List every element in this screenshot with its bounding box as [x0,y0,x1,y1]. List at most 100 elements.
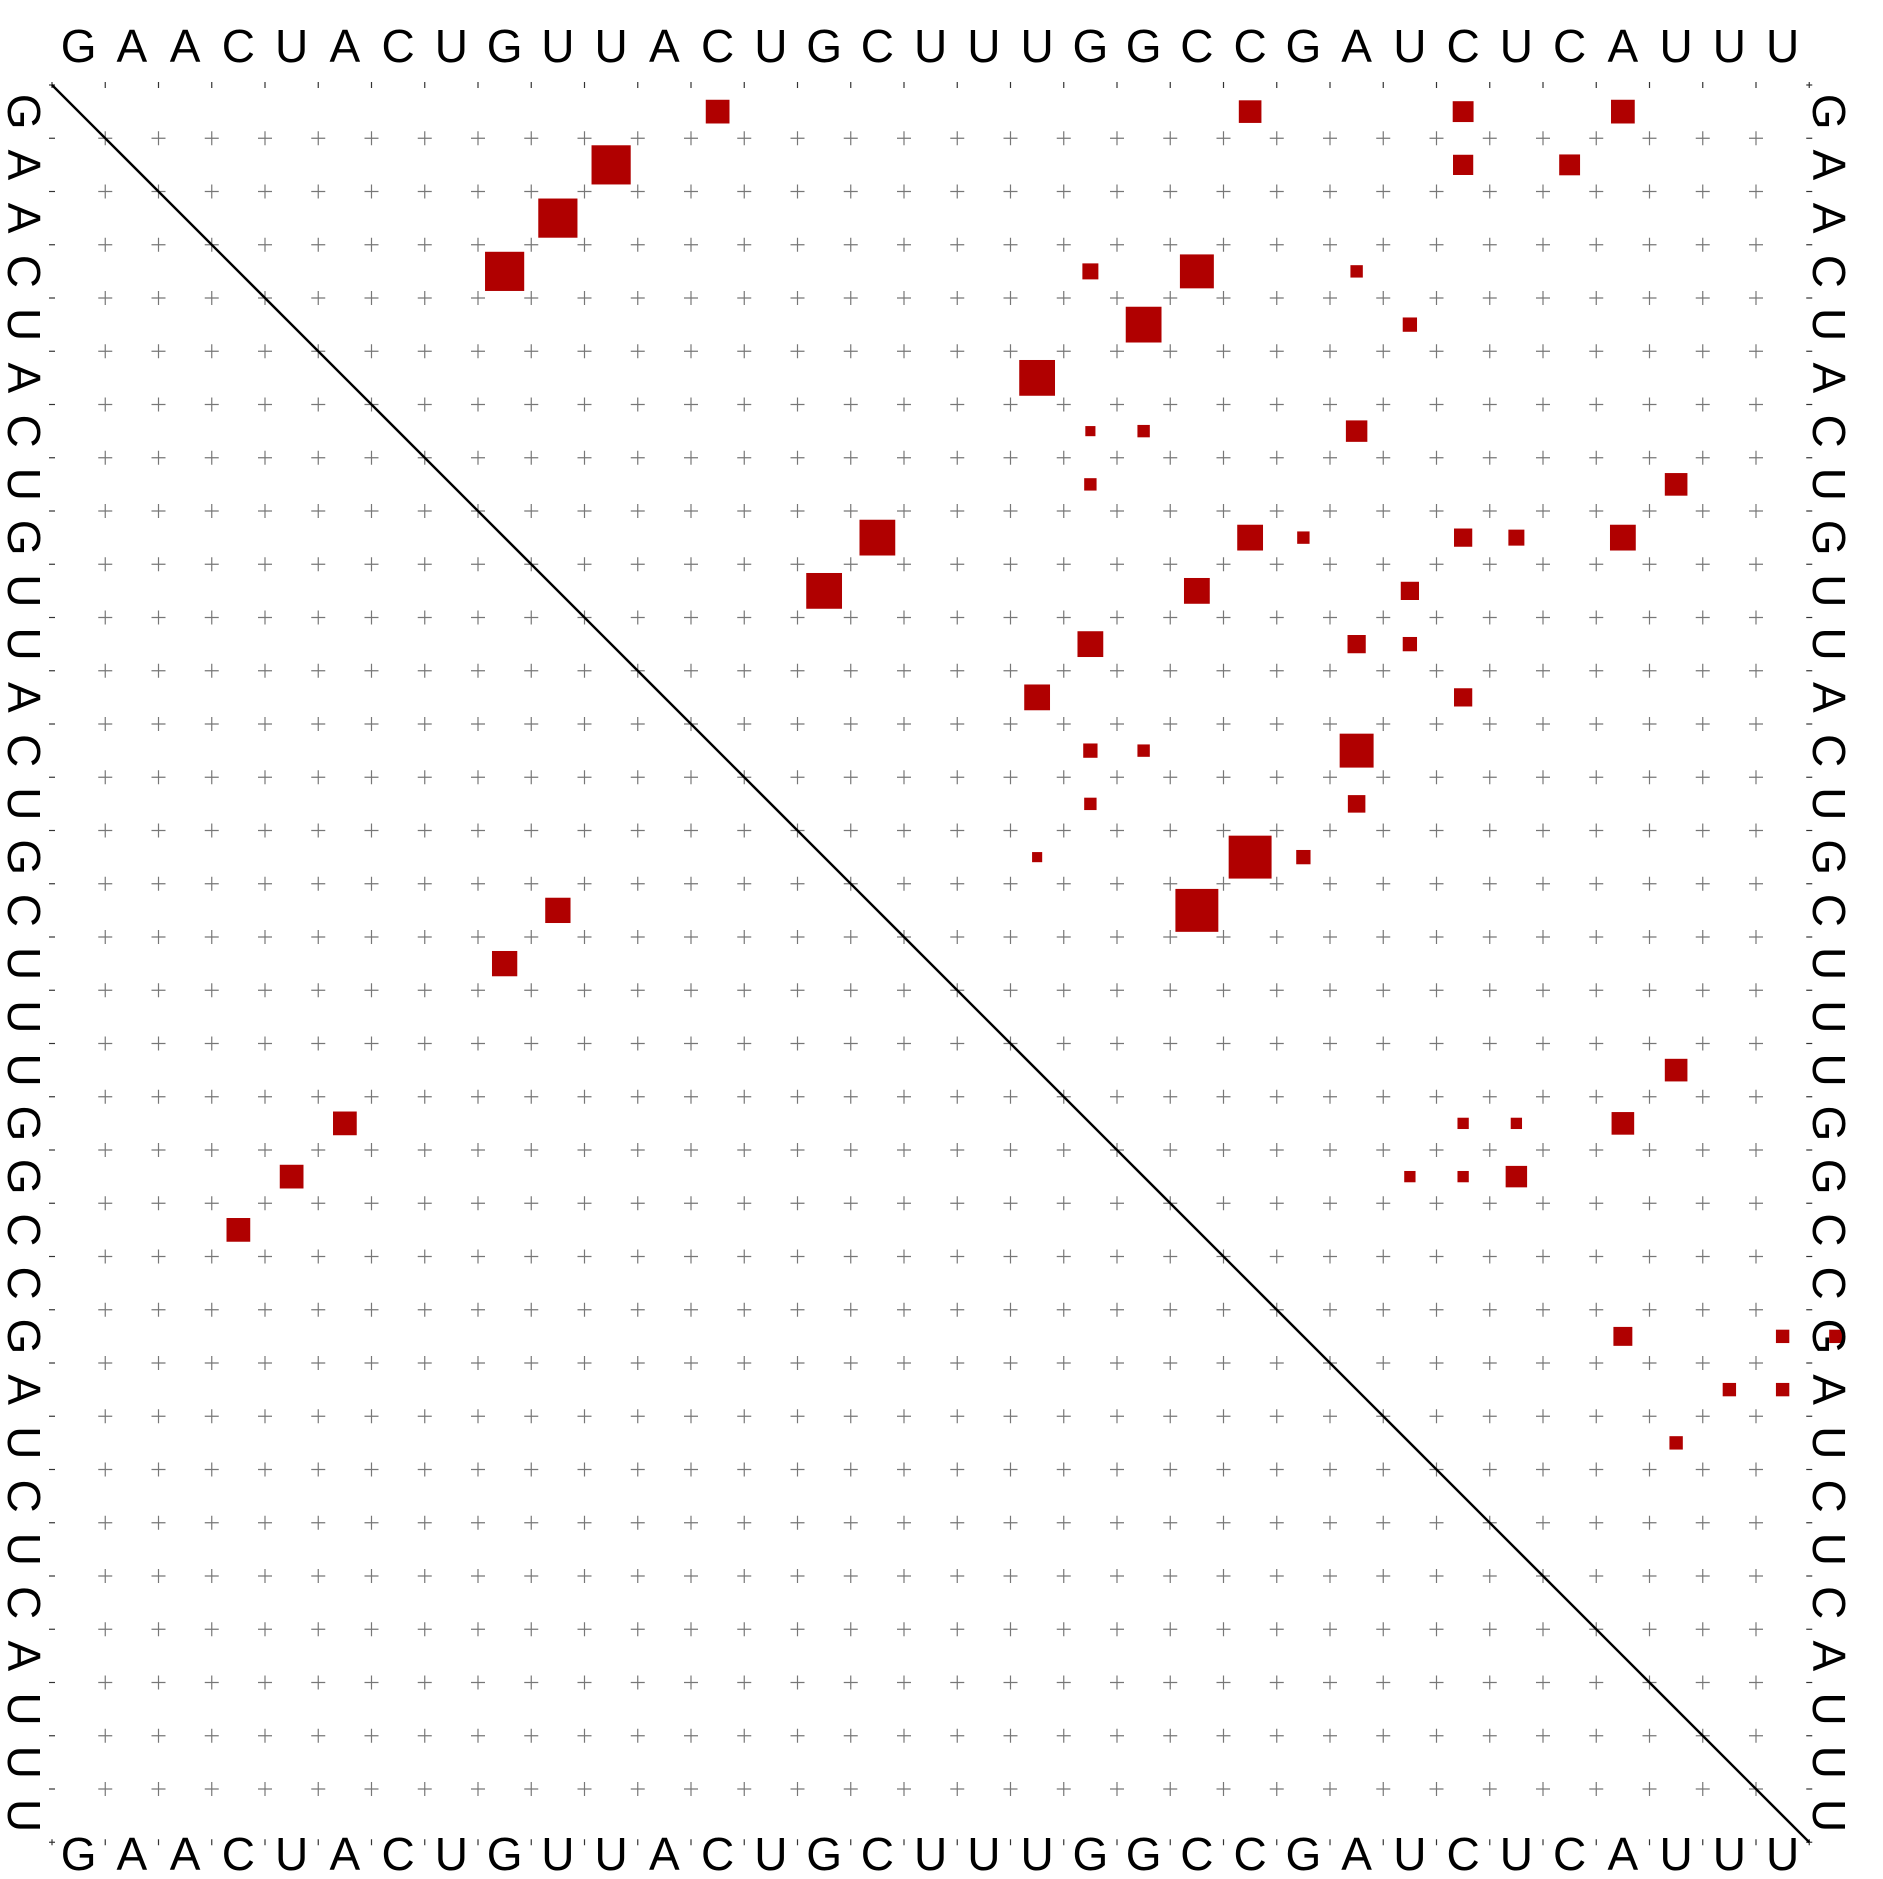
grid-cross [1429,1036,1444,1051]
grid-cross [1482,1782,1497,1796]
grid-cross [1323,876,1337,891]
grid-cross [1163,1089,1178,1104]
grid-cross [1642,770,1657,785]
grid-cross [471,1675,485,1690]
grid-cross [950,1249,965,1264]
grid-cross [1536,184,1550,199]
grid-cross [364,1728,379,1743]
grid-cross [1056,1569,1071,1583]
grid-cross [1749,397,1763,412]
grid-cross [684,397,698,412]
grid-cross [1749,131,1763,146]
grid-cross [1589,930,1604,944]
grid-cross [1323,1036,1337,1051]
grid-cross [1110,770,1124,785]
grid-cross [897,1622,911,1637]
grid-cross [364,717,379,731]
grid-cross [684,131,698,146]
grid-cross [843,397,858,412]
grid-cross [1482,717,1497,731]
grid-cross [204,557,219,572]
grid-cross [737,876,752,891]
grid-cross [1376,930,1391,944]
grid-cross [1269,184,1284,199]
grid-cross [1323,770,1337,785]
seq-label-top: U [1766,20,1799,72]
grid-cross [1056,1462,1071,1477]
grid-cross [417,397,432,412]
seq-label-top: G [1285,20,1321,72]
grid-cross [1589,823,1604,838]
grid-cross [1589,1356,1604,1370]
grid-cross [1536,397,1550,412]
grid-cross [204,291,219,305]
grid-cross [1589,1036,1604,1051]
grid-cross [1110,1782,1124,1796]
grid-cross [843,1356,858,1370]
seq-label-top: A [117,20,148,72]
grid-cross [1536,557,1550,572]
grid-cross [684,770,698,785]
pair-square-upper [1347,795,1366,813]
grid-cross [897,1462,911,1477]
grid-cross [311,1302,326,1317]
grid-cross [311,1036,326,1051]
grid-cross [1216,1782,1231,1796]
plot-frame [49,82,1813,1846]
grid-cross [630,717,645,731]
grid-cross [577,876,592,891]
grid-cross [897,131,911,146]
grid-cross [471,1515,485,1530]
grid-cross [1429,1782,1444,1796]
grid-cross [737,983,752,998]
grid-cross [311,1356,326,1370]
grid-cross [790,504,805,518]
grid-cross [1216,1409,1231,1424]
grid-cross [1110,291,1124,305]
grid-cross [151,930,166,944]
grid-cross [790,610,805,625]
pair-square-upper [705,99,730,124]
grid-cross [524,717,539,731]
grid-cross [151,770,166,785]
grid-cross [1482,1728,1497,1743]
seq-label-right: C [1803,734,1855,767]
grid-cross [577,344,592,359]
grid-cross [311,557,326,572]
grid-cross [471,930,485,944]
grid-cross [1056,1356,1071,1370]
grid-cross [471,1622,485,1637]
grid-cross [1056,1036,1071,1051]
grid-cross [471,1249,485,1264]
seq-label-bottom: U [754,1828,787,1879]
pair-square-upper [1125,306,1162,343]
grid-cross [1003,770,1018,785]
grid-cross [204,876,219,891]
pair-square-upper [1454,528,1473,547]
grid-cross [1110,131,1124,146]
grid-cross [258,557,272,572]
grid-cross [950,823,965,838]
seq-label-left: C [0,1213,50,1246]
seq-label-right: C [1803,415,1855,448]
grid-cross [1110,1356,1124,1370]
grid-cross [630,450,645,465]
pair-square-upper [1400,581,1419,600]
grid-cross [1429,717,1444,731]
seq-label-right: U [1803,1054,1855,1087]
pair-square-upper [1510,1117,1523,1130]
grid-cross [1589,344,1604,359]
grid-cross [630,557,645,572]
grid-cross [1482,1569,1497,1583]
grid-cross [364,1302,379,1317]
grid-cross [1163,876,1178,891]
seq-label-top: U [1500,20,1533,72]
seq-label-left: C [0,734,50,767]
pair-square-upper [1457,1117,1469,1130]
grid-cross [524,1356,539,1370]
grid-cross [1429,450,1444,465]
grid-cross [258,1089,272,1104]
grid-cross [204,717,219,731]
grid-cross [843,1515,858,1530]
